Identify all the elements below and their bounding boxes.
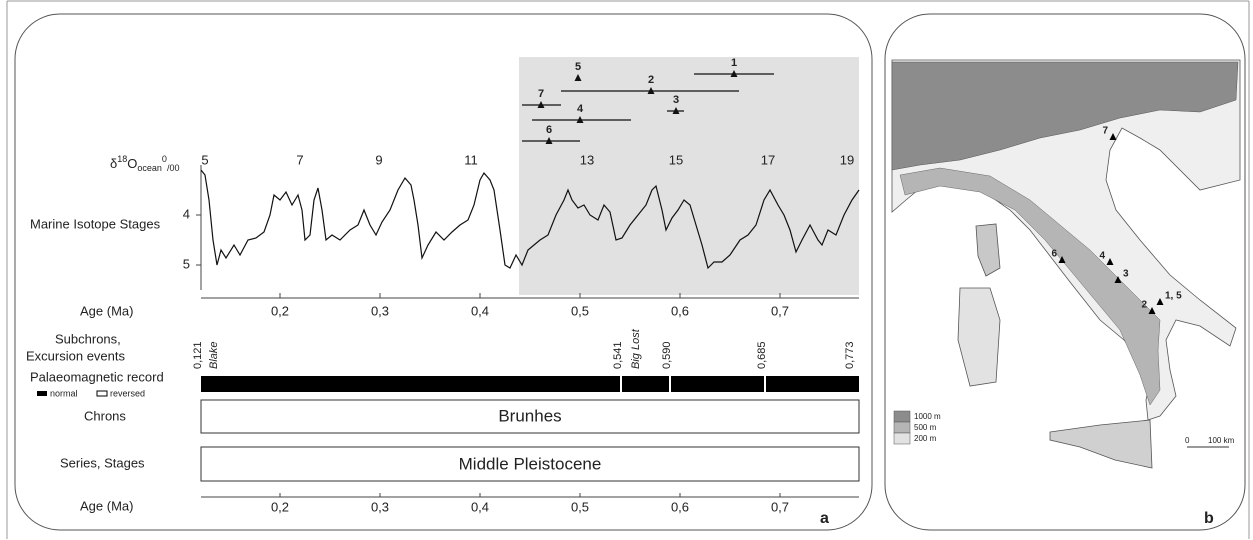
stage-label: 13	[580, 152, 594, 167]
y-axis-label-part: ocean	[137, 163, 162, 173]
site-label: 3	[673, 94, 679, 106]
x-tick-label: 0,2	[271, 303, 289, 318]
chron-name: Brunhes	[498, 406, 561, 425]
x-tick-label: 0,5	[571, 499, 589, 514]
stage-label: 5	[201, 152, 208, 167]
x-tick-label: 0,4	[471, 303, 489, 318]
row-label: Palaeomagnetic record	[30, 369, 164, 384]
excursion-label: Big Lost	[630, 328, 642, 369]
stage-name: Middle Pleistocene	[459, 454, 602, 473]
y-axis-label-part: 18	[117, 154, 127, 164]
legend-label: 200 m	[914, 434, 937, 443]
map-site-label: 7	[1102, 126, 1108, 137]
stage-label: 11	[464, 152, 478, 167]
x-tick-label: 0,3	[371, 499, 389, 514]
x-tick-label: 0,7	[771, 499, 789, 514]
legend-label: 500 m	[914, 423, 937, 432]
y-axis-label-part: /00	[167, 163, 180, 173]
map-site-label: 6	[1051, 249, 1057, 260]
stage-label: 15	[669, 152, 683, 167]
row-label: Excursion events	[26, 348, 125, 363]
stage-label: 9	[375, 152, 382, 167]
boundary-label: 0,541	[612, 341, 624, 369]
site-label: 7	[538, 88, 544, 100]
stage-label: 7	[296, 152, 303, 167]
scale-label: 0	[1185, 436, 1190, 445]
map-site-label: 4	[1099, 251, 1105, 262]
x-tick-label: 0,2	[271, 499, 289, 514]
site-label: 2	[648, 74, 654, 86]
map-site-label: 1, 5	[1165, 291, 1182, 302]
map-legend: 1000 m 500 m 200 m	[894, 411, 941, 444]
boundary-label: 0,685	[756, 341, 768, 369]
y-tick-label: 4	[183, 206, 190, 221]
legend-label: reversed	[110, 388, 145, 398]
x-tick-label: 0,4	[471, 499, 489, 514]
row-label: Subchrons,	[55, 331, 121, 346]
site-label: 4	[577, 103, 584, 115]
legend-label: 1000 m	[914, 412, 941, 421]
x-tick-label: 0,6	[671, 499, 689, 514]
y-axis-label-part: O	[127, 156, 137, 171]
panel-label: a	[820, 510, 829, 527]
boundary-label: 0,121	[192, 341, 204, 369]
map-site-label: 2	[1141, 300, 1147, 311]
x-tick-label: 0,7	[771, 303, 789, 318]
figure: a b 4 5 Marine Isotope Stages δ18Oocean 0/00…	[0, 0, 1253, 540]
map-site-label: 3	[1123, 269, 1129, 280]
x-tick-label: 0,3	[371, 303, 389, 318]
legend-swatch	[894, 422, 910, 433]
boundary-label: 0,590	[661, 341, 673, 369]
excursion-label: Blake	[208, 341, 220, 369]
panel-label: b	[1204, 510, 1214, 527]
map: 1000 m 500 m 200 m 0 100 km 7 6 4 3 2 1, 5	[892, 60, 1240, 470]
y-tick-label: 5	[183, 256, 190, 271]
normal-polarity	[201, 376, 859, 392]
row-label: Age (Ma)	[80, 498, 133, 513]
y-axis-title: Marine Isotope Stages	[30, 216, 161, 231]
site-label: 5	[575, 61, 581, 73]
highlight-band	[519, 57, 859, 295]
boundary-label: 0,773	[844, 341, 856, 369]
y-axis-label-part: δ	[110, 156, 117, 171]
legend-swatch	[894, 433, 910, 444]
row-label: Series, Stages	[60, 455, 145, 470]
x-axis-label: Age (Ma)	[80, 303, 133, 318]
stage-label: 17	[761, 152, 775, 167]
site-label: 6	[546, 124, 552, 136]
row-label: Chrons	[84, 408, 126, 423]
legend-swatch	[37, 391, 47, 396]
stage-label: 19	[840, 152, 854, 167]
x-tick-label: 0,6	[671, 303, 689, 318]
scale-label: 100 km	[1208, 436, 1235, 445]
site-label: 1	[731, 57, 737, 69]
x-tick-label: 0,5	[571, 303, 589, 318]
legend-swatch	[894, 411, 910, 422]
legend-label: normal	[50, 388, 78, 398]
legend-swatch	[97, 391, 107, 396]
